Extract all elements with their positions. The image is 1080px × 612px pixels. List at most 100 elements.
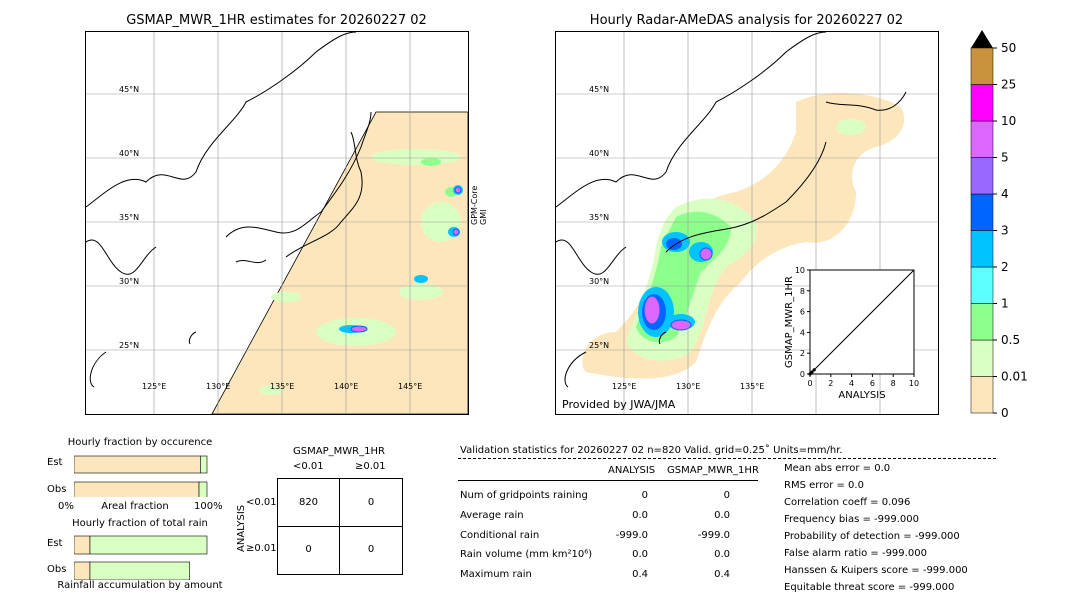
colorbar-segment: [970, 339, 994, 377]
colorbar-segment: [970, 266, 994, 304]
validation-row-label: Average rain: [460, 510, 524, 521]
contingency-cell: 0: [367, 544, 375, 555]
score-ets: Equitable threat score = -999.000: [784, 582, 955, 593]
left-lon-label: 140°E: [334, 382, 358, 391]
colorbar: 50 25 10 5 4 3 2 1 0.5 0.01 0: [965, 28, 1045, 420]
left-lon-label: 125°E: [142, 382, 166, 391]
right-lon-label: 130°E: [676, 382, 700, 391]
occurrence-title: Hourly fraction by occurence: [67, 437, 213, 448]
colorbar-segment: [970, 84, 994, 122]
scatter-ytick-label: 4: [800, 328, 805, 337]
validation-row-analysis: 0.4: [632, 569, 648, 580]
validation-divider: [458, 458, 996, 459]
left-lon-label: 135°E: [270, 382, 294, 391]
right-map-panel: 45°N 40°N 35°N 30°N 25°N 125°E 130°E 135…: [555, 31, 939, 415]
scatter-xtick-label: 2: [828, 379, 833, 388]
left-map-coastlines: [86, 32, 372, 388]
validation-row-analysis: 0: [641, 490, 648, 501]
total-rain-est-label: Est: [47, 538, 63, 549]
fraction-bar-segment: [73, 535, 91, 555]
radar-heavy-rain: [643, 247, 713, 331]
contingency-table: 820 0 0 0: [277, 478, 403, 575]
right-map-svg: 45°N 40°N 35°N 30°N 25°N 125°E 130°E 135…: [556, 32, 938, 414]
validation-row-label: Conditional rain: [460, 530, 540, 541]
scatter-inset: 0 2 4 6 8 10 0 2 4 6 8 10 ANALYSIS GSMAP_MWR_1HR: [780, 262, 930, 402]
validation-row-label: Maximum rain: [460, 569, 532, 580]
validation-col-gsmap: GSMAP_MWR_1HR: [667, 465, 759, 476]
left-lat-label: 40°N: [119, 149, 139, 158]
left-map-gridlines: [86, 32, 468, 414]
validation-row-analysis: -999.0: [615, 530, 648, 541]
colorbar-tick-label: 0.01: [1001, 370, 1028, 384]
colorbar-segment: [970, 120, 994, 158]
fraction-bar-segment: [73, 561, 91, 581]
validation-row-gsmap: -999.0: [697, 530, 730, 541]
left-lon-label: 130°E: [206, 382, 230, 391]
validation-row-analysis: 0.0: [632, 549, 648, 560]
colorbar-extend-arrow: [971, 30, 993, 48]
validation-row-gsmap: 0: [723, 490, 730, 501]
right-map-coastlines: [556, 32, 907, 388]
occurrence-x-max: 100%: [194, 501, 223, 512]
right-map-title: Hourly Radar-AMeDAS analysis for 2026022…: [589, 13, 904, 28]
scatter-ytick-label: 0: [800, 370, 805, 379]
right-lat-label: 25°N: [589, 341, 609, 350]
fraction-bar-segment: [89, 561, 191, 581]
colorbar-tick-label: 25: [1001, 78, 1016, 92]
fraction-bar-segment: [89, 535, 208, 555]
colorbar-tick-label: 50: [1001, 41, 1016, 55]
colorbar-segment: [970, 47, 994, 85]
right-lat-label: 45°N: [589, 85, 609, 94]
score-far: False alarm ratio = -999.000: [784, 548, 927, 559]
colorbar-tick-label: 2: [1001, 260, 1009, 274]
satellite-swath: [211, 111, 468, 414]
left-lon-label: 145°E: [398, 382, 422, 391]
fraction-bar-segment: [73, 455, 201, 474]
left-map-panel: 45°N 40°N 35°N 30°N 25°N 125°E 130°E 135…: [85, 31, 469, 415]
validation-row-gsmap: 0.0: [714, 549, 730, 560]
score-frequency-bias: Frequency bias = -999.000: [784, 514, 919, 525]
colorbar-segment: [970, 193, 994, 231]
contingency-title: GSMAP_MWR_1HR: [293, 446, 385, 457]
validation-row-gsmap: 0.0: [714, 510, 730, 521]
colorbar-tick-label: 3: [1001, 224, 1009, 238]
colorbar-segment: [970, 303, 994, 341]
total-rain-obs-label: Obs: [47, 564, 67, 575]
contingency-cell: 0: [367, 497, 375, 508]
scatter-xtick-label: 8: [891, 379, 896, 388]
total-rain-chart: [73, 532, 209, 581]
contingency-row-header: <0.01: [246, 497, 277, 508]
left-lat-label: 45°N: [119, 85, 139, 94]
colorbar-segment: [970, 376, 994, 414]
score-correlation: Correlation coeff = 0.096: [784, 497, 911, 508]
satellite-label: GPM-Core GMI: [470, 185, 488, 225]
colorbar-tick-label: 0: [1001, 406, 1009, 418]
left-map-svg: 45°N 40°N 35°N 30°N 25°N 125°E 130°E 135…: [86, 32, 468, 414]
fraction-bar-segment: [198, 481, 208, 500]
scatter-svg: 0 2 4 6 8 10 0 2 4 6 8 10 ANALYSIS GSMAP_MWR_1HR: [784, 266, 919, 401]
occurrence-chart: [73, 452, 209, 500]
occurrence-obs-label: Obs: [47, 484, 67, 495]
scatter-ytick-label: 8: [800, 287, 805, 296]
scatter-ylabel: GSMAP_MWR_1HR: [784, 276, 795, 368]
left-map-title: GSMAP_MWR_1HR estimates for 20260227 02: [126, 13, 427, 28]
left-lat-label: 30°N: [119, 277, 139, 286]
validation-header: Validation statistics for 20260227 02 n=…: [460, 445, 843, 456]
colorbar-segment: [970, 230, 994, 268]
right-lon-label: 125°E: [612, 382, 636, 391]
total-rain-xlabel: Rainfall accumulation by amount: [57, 580, 223, 591]
colorbar-segment: [970, 157, 994, 195]
scatter-point: [810, 370, 814, 374]
left-lat-label: 35°N: [119, 213, 139, 222]
fraction-bar-segment: [73, 481, 200, 500]
contingency-col-header: ≥0.01: [355, 461, 386, 472]
scatter-ytick-label: 2: [800, 349, 805, 358]
scatter-xtick-label: 10: [909, 379, 919, 388]
score-pod: Probability of detection = -999.000: [784, 531, 960, 542]
validation-row-label: Num of gridpoints raining: [460, 490, 588, 501]
contingency-col-header: <0.01: [293, 461, 324, 472]
fraction-bar-segment: [200, 455, 208, 474]
validation-header-rule: [458, 480, 758, 481]
occurrence-xlabel: Areal fraction: [101, 501, 169, 512]
scatter-xlabel: ANALYSIS: [838, 390, 885, 401]
